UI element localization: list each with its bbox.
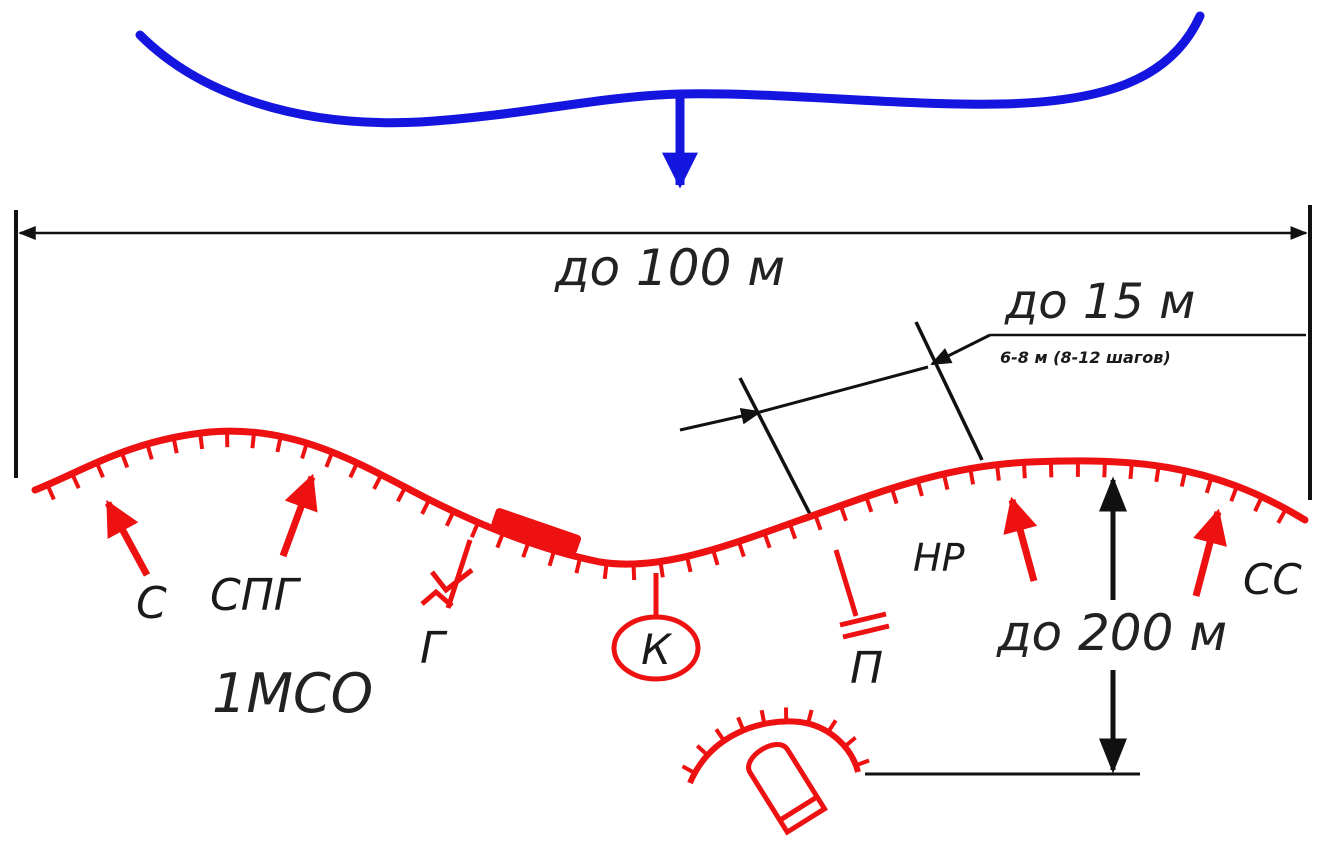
commander-symbol <box>611 573 701 682</box>
parapet-tick <box>843 736 857 749</box>
parapet-tick <box>547 549 557 567</box>
position-s-label: С <box>136 578 167 629</box>
unit-label: 1МСО <box>212 662 373 725</box>
parapet-tick <box>94 461 105 479</box>
parapet-tick <box>145 443 154 460</box>
parapet-tick <box>806 709 814 725</box>
interval-guide-left <box>738 377 814 519</box>
parapet-tick <box>444 510 456 527</box>
interval-note: 6-8 м (8-12 шагов) <box>1000 348 1171 367</box>
parapet-tick <box>1204 477 1214 494</box>
parapet-tick <box>1253 495 1264 513</box>
parapet-tick <box>574 557 583 574</box>
depth-label: до 200 м <box>996 604 1227 662</box>
parapet-tick <box>711 548 720 566</box>
parapet-tick <box>1154 465 1161 483</box>
parapet-tick <box>348 462 359 479</box>
parapet-tick <box>250 432 257 449</box>
trench <box>31 427 1309 581</box>
interval-label: до 15 м <box>1004 274 1195 330</box>
parapet-tick <box>469 521 480 538</box>
parapet-tick <box>695 744 709 757</box>
parapet-tick <box>1276 507 1288 524</box>
parapet-tick <box>762 532 772 549</box>
interval-arrow-out <box>930 333 991 366</box>
parapet-tick <box>736 540 746 558</box>
enemy-line <box>135 11 1205 128</box>
parapet-tick <box>1229 485 1239 502</box>
parapet-tick <box>324 451 335 468</box>
parapet-tick <box>119 451 130 469</box>
covered-section <box>491 508 582 555</box>
parapet-tick <box>372 473 384 490</box>
spg-fire-arrow <box>279 473 318 558</box>
parapet-tick <box>889 487 899 505</box>
trench-parapet-ticks <box>45 431 1288 581</box>
parapet-tick <box>70 472 81 490</box>
parapet-tick <box>300 442 309 460</box>
vehicle-trench-arc <box>687 718 861 785</box>
parapet-tick <box>759 709 767 725</box>
parapet-tick <box>602 562 609 580</box>
parapet-tick <box>420 498 432 515</box>
position-g-label: Г <box>420 623 448 674</box>
parapet-tick <box>1102 461 1107 478</box>
position-k-label: К <box>641 625 673 674</box>
position-p-label: П <box>850 643 883 694</box>
parapet-tick <box>198 432 205 450</box>
parapet-tick <box>1128 462 1134 480</box>
vehicle-position <box>681 707 870 836</box>
enemy-position <box>135 11 1205 189</box>
parapet-tick <box>45 483 56 501</box>
interval-guide-right <box>914 321 984 461</box>
interval-arrow-span <box>759 365 929 414</box>
depth-dimension: до 200 м <box>865 476 1227 776</box>
front-width-label: до 100 м <box>554 239 785 297</box>
parapet-tick <box>941 473 950 490</box>
parapet-tick <box>396 486 408 503</box>
parapet-tick <box>787 522 798 540</box>
parapet-tick <box>681 764 696 775</box>
parapet-tick <box>813 514 823 531</box>
parapet-tick <box>915 480 924 497</box>
parapet-tick <box>684 555 693 573</box>
interval-dimension: до 15 м 6-8 м (8-12 шагов) <box>679 274 1306 519</box>
grenadier-symbol <box>420 539 474 609</box>
position-spg-label: СПГ <box>210 570 302 621</box>
parapet-tick <box>995 464 1001 481</box>
position-nr-label: НР <box>913 536 965 580</box>
s-fire-arrow <box>104 499 151 577</box>
machine-gun-symbol <box>833 549 890 640</box>
vehicle-icon <box>746 741 828 836</box>
parapet-tick <box>171 437 179 454</box>
firing-positions: С СПГ Г К П НР СС <box>104 473 1302 694</box>
parapet-tick <box>495 532 505 549</box>
parapet-tick <box>968 468 976 485</box>
parapet-tick <box>864 496 874 513</box>
parapet-tick <box>275 435 283 453</box>
nr-fire-arrow <box>1003 496 1038 582</box>
ss-fire-arrow <box>1192 508 1227 597</box>
vehicle-trench-ticks <box>681 707 870 775</box>
parapet-tick <box>1021 462 1027 479</box>
parapet-tick <box>521 541 531 558</box>
parapet-tick <box>1179 470 1188 487</box>
parapet-tick <box>826 719 838 734</box>
parapet-tick <box>855 758 870 768</box>
position-ss-label: СС <box>1243 555 1302 604</box>
front-width-dimension: до 100 м <box>14 205 1312 500</box>
parapet-tick <box>736 716 746 732</box>
interval-arrow-in <box>679 407 763 432</box>
parapet-tick <box>838 504 848 522</box>
parapet-tick <box>658 561 665 578</box>
trench-line <box>31 427 1309 568</box>
parapet-tick <box>714 728 726 742</box>
parapet-tick <box>631 563 637 581</box>
